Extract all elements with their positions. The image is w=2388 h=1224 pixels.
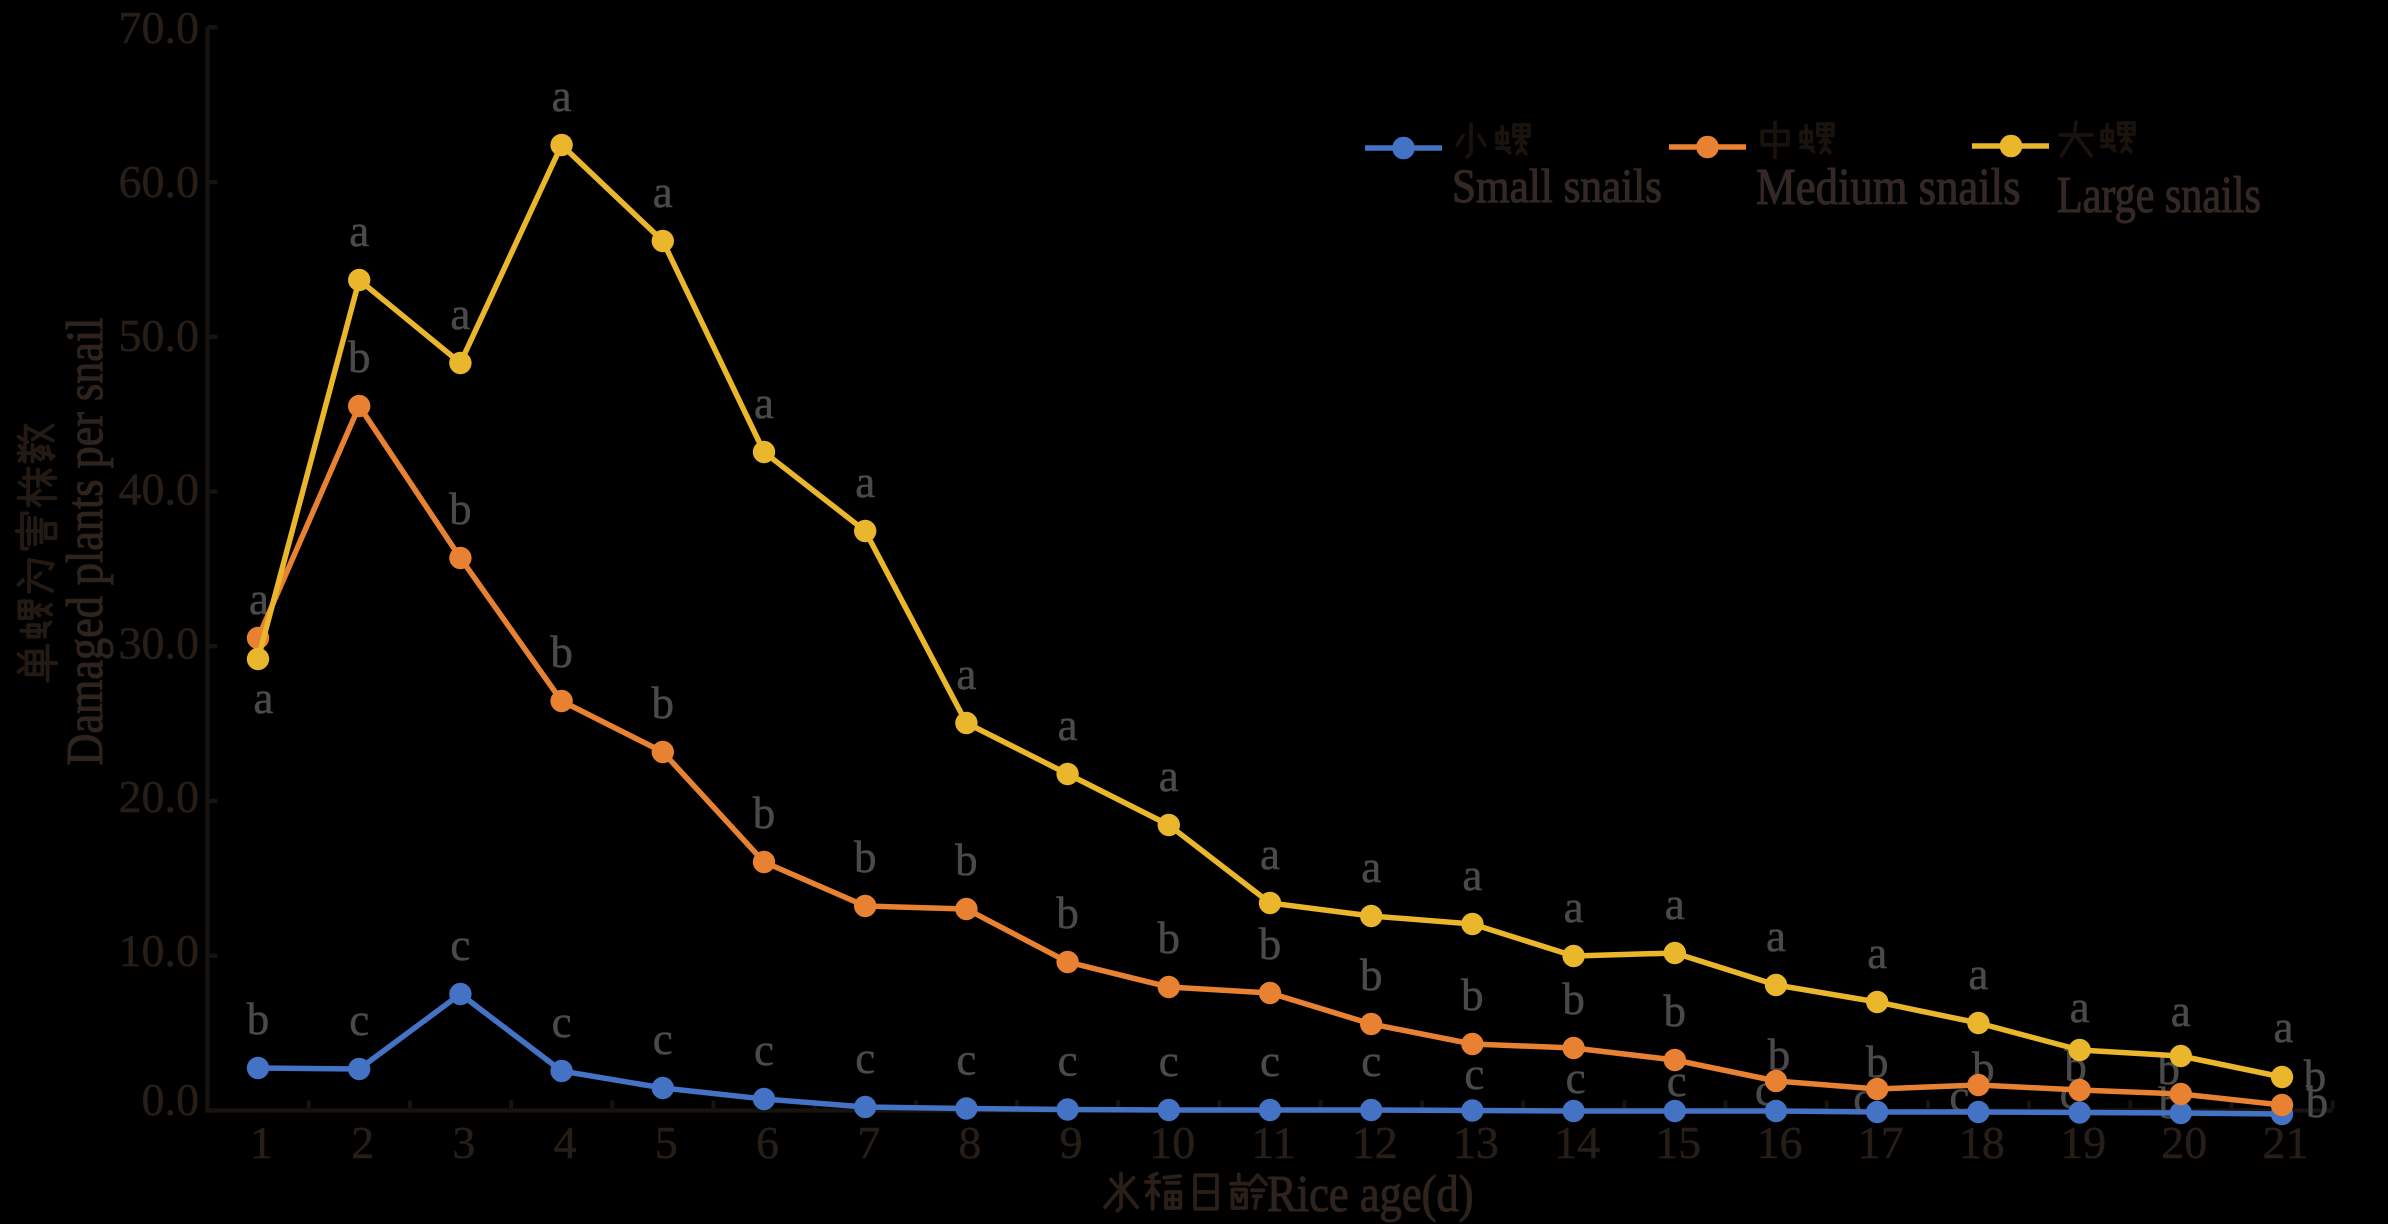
svg-text:8: 8 <box>958 1117 981 1168</box>
svg-text:b: b <box>1664 986 1687 1036</box>
svg-text:18: 18 <box>1959 1117 2005 1168</box>
svg-text:c: c <box>349 995 369 1045</box>
svg-text:60.0: 60.0 <box>119 156 200 207</box>
svg-text:b: b <box>854 832 877 882</box>
svg-text:b: b <box>955 835 978 885</box>
svg-text:a: a <box>450 289 470 339</box>
svg-text:b: b <box>449 484 472 534</box>
svg-text:a: a <box>1462 850 1482 900</box>
svg-text:12: 12 <box>1352 1117 1398 1168</box>
svg-text:b: b <box>2306 1077 2329 1127</box>
svg-text:17: 17 <box>1858 1117 1904 1168</box>
svg-text:Damaged plants per snail: Damaged plants per snail <box>57 318 114 766</box>
svg-text:b: b <box>1866 1037 1889 1087</box>
svg-text:13: 13 <box>1453 1117 1499 1168</box>
svg-text:a: a <box>349 206 369 256</box>
svg-text:Small snails: Small snails <box>1452 159 1662 213</box>
svg-text:b: b <box>1768 1030 1791 1080</box>
svg-text:a: a <box>254 673 274 723</box>
svg-text:6: 6 <box>756 1117 779 1168</box>
svg-text:0.0: 0.0 <box>142 1074 200 1125</box>
svg-text:15: 15 <box>1655 1117 1701 1168</box>
svg-text:21: 21 <box>2263 1117 2309 1168</box>
svg-text:c: c <box>1361 1036 1381 1086</box>
svg-text:b: b <box>1562 974 1585 1024</box>
svg-text:a: a <box>1361 842 1381 892</box>
svg-text:11: 11 <box>1251 1117 1295 1168</box>
svg-text:b: b <box>348 332 371 382</box>
svg-text:70.0: 70.0 <box>119 2 200 53</box>
svg-text:7: 7 <box>857 1117 880 1168</box>
svg-text:14: 14 <box>1554 1117 1600 1168</box>
svg-text:b: b <box>1461 970 1484 1020</box>
svg-text:a: a <box>956 649 976 699</box>
svg-text:a: a <box>1058 700 1078 750</box>
svg-text:20: 20 <box>2161 1117 2207 1168</box>
svg-text:Large snails: Large snails <box>2057 167 2261 224</box>
svg-text:c: c <box>552 997 572 1047</box>
svg-text:a: a <box>754 378 774 428</box>
svg-text:c: c <box>1464 1049 1484 1099</box>
svg-text:19: 19 <box>2060 1117 2106 1168</box>
svg-text:50.0: 50.0 <box>119 310 200 361</box>
svg-text:Medium snails: Medium snails <box>1756 159 2021 216</box>
svg-text:a: a <box>2070 982 2090 1032</box>
svg-text:b: b <box>550 627 573 677</box>
svg-text:a: a <box>2274 1002 2294 1052</box>
svg-text:30.0: 30.0 <box>119 617 200 668</box>
svg-text:c: c <box>450 920 470 970</box>
svg-text:2: 2 <box>351 1117 374 1168</box>
svg-text:c: c <box>1260 1036 1280 1086</box>
svg-text:a: a <box>2171 986 2191 1036</box>
svg-text:b: b <box>247 994 270 1044</box>
svg-text:b: b <box>1158 913 1181 963</box>
svg-text:5: 5 <box>655 1117 678 1168</box>
svg-text:c: c <box>754 1025 774 1075</box>
svg-text:b: b <box>652 678 675 728</box>
svg-text:10.0: 10.0 <box>119 925 200 976</box>
svg-text:16: 16 <box>1757 1117 1803 1168</box>
svg-text:a: a <box>249 574 269 624</box>
svg-text:c: c <box>956 1035 976 1085</box>
svg-text:Rice age(d): Rice age(d) <box>1267 1166 1474 1223</box>
svg-text:a: a <box>1260 829 1280 879</box>
svg-text:c: c <box>1159 1036 1179 1086</box>
svg-text:b: b <box>1259 919 1282 969</box>
svg-text:1: 1 <box>250 1117 273 1168</box>
svg-text:a: a <box>1564 882 1584 932</box>
svg-text:b: b <box>2304 1051 2327 1101</box>
svg-text:10: 10 <box>1149 1117 1195 1168</box>
svg-text:9: 9 <box>1060 1117 1083 1168</box>
svg-text:b: b <box>1056 888 1079 938</box>
svg-text:a: a <box>653 167 673 217</box>
svg-text:c: c <box>855 1033 875 1083</box>
svg-text:3: 3 <box>452 1117 475 1168</box>
svg-text:c: c <box>1566 1053 1586 1103</box>
svg-text:a: a <box>855 457 875 507</box>
svg-text:a: a <box>1867 928 1887 978</box>
svg-text:c: c <box>1058 1036 1078 1086</box>
svg-text:c: c <box>653 1014 673 1064</box>
svg-text:a: a <box>1766 911 1786 961</box>
svg-text:b: b <box>753 788 776 838</box>
svg-text:a: a <box>1968 949 1988 999</box>
svg-text:40.0: 40.0 <box>119 464 200 515</box>
svg-text:4: 4 <box>554 1117 577 1168</box>
svg-text:a: a <box>552 71 572 121</box>
svg-text:b: b <box>1360 950 1383 1000</box>
svg-text:a: a <box>1159 751 1179 801</box>
svg-text:a: a <box>1665 879 1685 929</box>
svg-text:20.0: 20.0 <box>119 771 200 822</box>
